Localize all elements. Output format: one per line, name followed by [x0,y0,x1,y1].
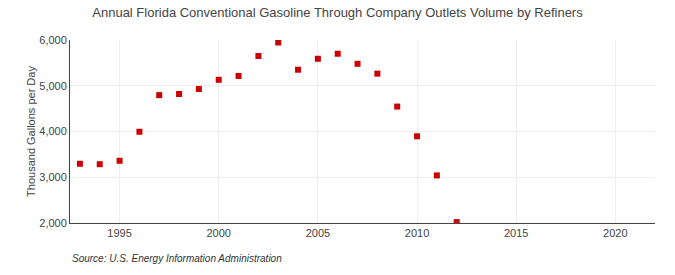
svg-text:6,000: 6,000 [39,34,67,46]
svg-text:2005: 2005 [306,227,330,239]
svg-text:2020: 2020 [603,227,627,239]
svg-text:5,000: 5,000 [39,80,67,92]
svg-text:2015: 2015 [504,227,528,239]
svg-text:1995: 1995 [107,227,131,239]
svg-text:3,000: 3,000 [39,171,67,183]
svg-text:Annual Florida Conventional Ga: Annual Florida Conventional Gasoline Thr… [92,5,583,20]
svg-text:2,000: 2,000 [39,217,67,229]
svg-text:Thousand Gallons per Day: Thousand Gallons per Day [25,66,37,197]
svg-text:2000: 2000 [206,227,230,239]
svg-text:4,000: 4,000 [39,125,67,137]
svg-text:2010: 2010 [405,227,429,239]
svg-text:Source: U.S. Energy Informatio: Source: U.S. Energy Information Administ… [72,253,282,264]
